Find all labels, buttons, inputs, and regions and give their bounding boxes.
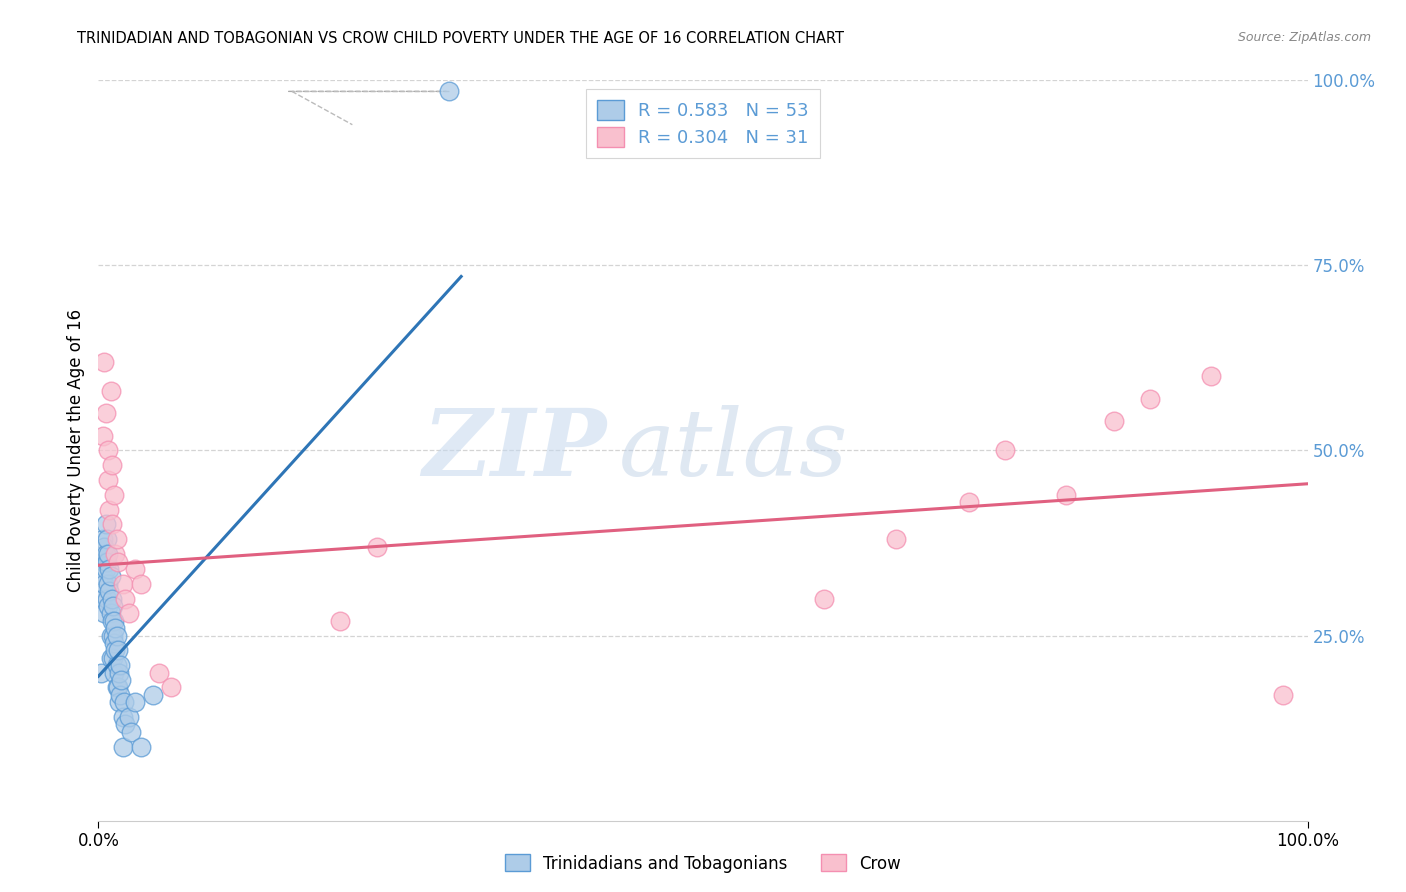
Point bbox=[100, 607, 122, 621]
Point bbox=[105, 533, 128, 547]
Point bbox=[101, 599, 124, 613]
Point bbox=[100, 569, 122, 583]
Point bbox=[160, 681, 183, 695]
Point bbox=[111, 576, 134, 591]
Point bbox=[100, 591, 122, 606]
Point bbox=[107, 555, 129, 569]
Point bbox=[108, 658, 131, 673]
Point bbox=[148, 665, 170, 680]
Point bbox=[100, 650, 122, 665]
Point bbox=[91, 533, 114, 547]
Point bbox=[329, 614, 352, 628]
Point bbox=[105, 628, 128, 642]
Point bbox=[105, 658, 128, 673]
Point bbox=[91, 428, 114, 442]
Point bbox=[91, 569, 114, 583]
Point bbox=[100, 628, 122, 642]
Point bbox=[124, 695, 146, 709]
Y-axis label: Child Poverty Under the Age of 16: Child Poverty Under the Age of 16 bbox=[66, 309, 84, 592]
Point bbox=[97, 443, 120, 458]
Point bbox=[100, 517, 122, 532]
Point bbox=[105, 681, 128, 695]
Point bbox=[112, 695, 135, 709]
Point bbox=[96, 533, 118, 547]
Point bbox=[111, 710, 134, 724]
Point bbox=[93, 540, 115, 554]
Point bbox=[437, 84, 460, 98]
Point bbox=[97, 576, 120, 591]
Point bbox=[114, 717, 136, 731]
Point bbox=[101, 628, 124, 642]
Point bbox=[108, 695, 131, 709]
Point bbox=[1199, 369, 1222, 384]
Text: atlas: atlas bbox=[619, 406, 848, 495]
Point bbox=[100, 458, 122, 473]
Text: Source: ZipAtlas.com: Source: ZipAtlas.com bbox=[1237, 31, 1371, 45]
Point bbox=[96, 591, 118, 606]
Point bbox=[103, 665, 125, 680]
Point bbox=[107, 681, 129, 695]
Point bbox=[100, 614, 122, 628]
Point bbox=[957, 495, 980, 509]
Point bbox=[1054, 488, 1077, 502]
Point bbox=[104, 643, 127, 657]
Point bbox=[93, 555, 115, 569]
Point bbox=[103, 488, 125, 502]
Point bbox=[93, 576, 115, 591]
Legend: Trinidadians and Tobagonians, Crow: Trinidadians and Tobagonians, Crow bbox=[498, 847, 908, 880]
Legend: R = 0.583   N = 53, R = 0.304   N = 31: R = 0.583 N = 53, R = 0.304 N = 31 bbox=[586, 89, 820, 158]
Point bbox=[110, 673, 132, 687]
Point bbox=[994, 443, 1017, 458]
Text: TRINIDADIAN AND TOBAGONIAN VS CROW CHILD POVERTY UNDER THE AGE OF 16 CORRELATION: TRINIDADIAN AND TOBAGONIAN VS CROW CHILD… bbox=[77, 31, 845, 46]
Point bbox=[124, 562, 146, 576]
Point bbox=[104, 621, 127, 635]
Point bbox=[97, 547, 120, 561]
Point bbox=[108, 665, 131, 680]
Point bbox=[96, 555, 118, 569]
Point bbox=[129, 739, 152, 754]
Point bbox=[98, 562, 121, 576]
Point bbox=[104, 547, 127, 561]
Point bbox=[1139, 392, 1161, 406]
Point bbox=[1272, 688, 1295, 702]
Point bbox=[108, 688, 131, 702]
Point bbox=[97, 473, 120, 487]
Point bbox=[98, 502, 121, 516]
Point bbox=[94, 547, 117, 561]
Point bbox=[93, 607, 115, 621]
Point bbox=[142, 688, 165, 702]
Point bbox=[114, 591, 136, 606]
Point bbox=[103, 614, 125, 628]
Point bbox=[366, 540, 388, 554]
Point bbox=[94, 517, 117, 532]
Point bbox=[98, 584, 121, 599]
Point bbox=[97, 599, 120, 613]
Point bbox=[886, 533, 908, 547]
Point bbox=[100, 384, 122, 399]
Point bbox=[93, 354, 115, 368]
Point bbox=[94, 407, 117, 421]
Point bbox=[107, 643, 129, 657]
Point bbox=[118, 607, 141, 621]
Point bbox=[101, 650, 124, 665]
Point bbox=[118, 710, 141, 724]
Point bbox=[90, 665, 112, 680]
Text: ZIP: ZIP bbox=[422, 406, 606, 495]
Point bbox=[111, 739, 134, 754]
Point bbox=[129, 576, 152, 591]
Point bbox=[120, 724, 142, 739]
Point bbox=[813, 591, 835, 606]
Point bbox=[94, 562, 117, 576]
Point bbox=[103, 636, 125, 650]
Point bbox=[91, 591, 114, 606]
Point bbox=[1102, 414, 1125, 428]
